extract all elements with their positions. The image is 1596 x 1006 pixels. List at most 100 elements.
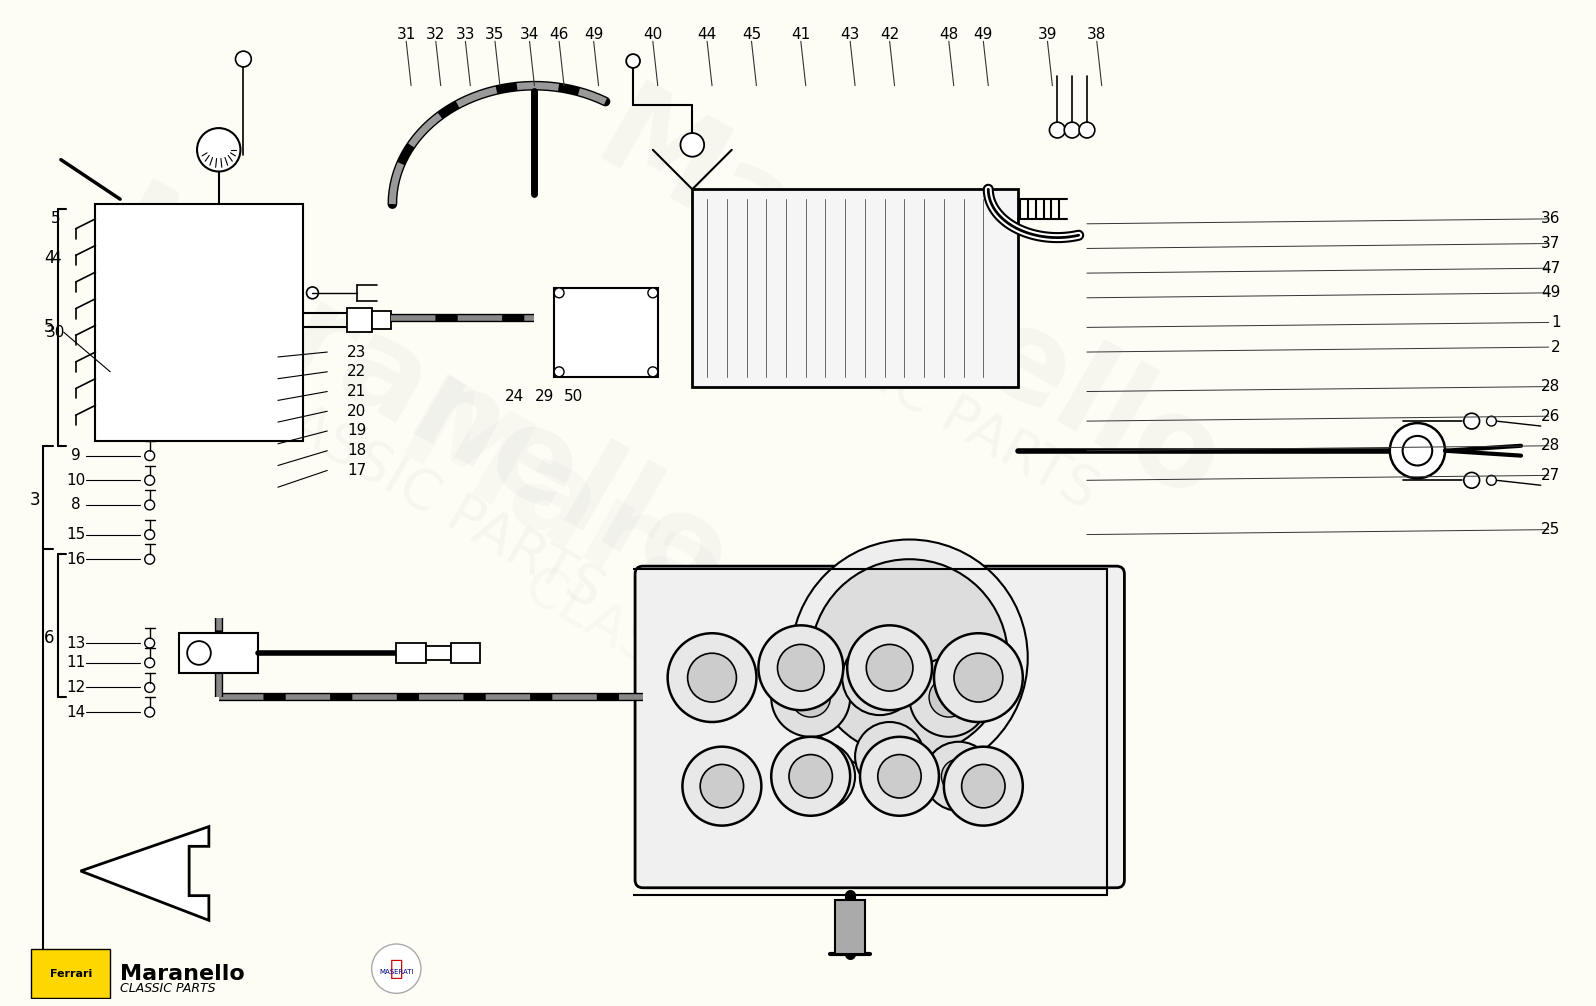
Circle shape xyxy=(860,736,938,816)
Circle shape xyxy=(648,367,658,376)
Circle shape xyxy=(626,54,640,68)
Bar xyxy=(96,204,303,441)
Circle shape xyxy=(803,759,838,794)
Text: 36: 36 xyxy=(1542,211,1561,226)
Circle shape xyxy=(873,739,907,774)
Circle shape xyxy=(196,128,241,171)
Text: 43: 43 xyxy=(841,27,860,42)
Circle shape xyxy=(145,529,155,539)
Text: 40: 40 xyxy=(643,27,662,42)
Circle shape xyxy=(847,626,932,710)
Bar xyxy=(32,949,110,998)
Circle shape xyxy=(1403,436,1432,466)
Text: 28: 28 xyxy=(1542,439,1561,454)
Text: CLASSIC PARTS: CLASSIC PARTS xyxy=(120,982,215,995)
Bar xyxy=(179,633,259,673)
Text: 23: 23 xyxy=(346,344,367,359)
Circle shape xyxy=(554,367,563,376)
Text: 35: 35 xyxy=(485,27,504,42)
Circle shape xyxy=(1065,122,1080,138)
Circle shape xyxy=(792,539,1028,777)
Circle shape xyxy=(771,736,851,816)
Text: 3: 3 xyxy=(30,491,40,509)
Text: Maranello: Maranello xyxy=(83,174,750,629)
Text: CLASSIC PARTS: CLASSIC PARTS xyxy=(712,263,1106,521)
Text: 49: 49 xyxy=(1542,286,1561,301)
Circle shape xyxy=(145,707,155,717)
Text: 34: 34 xyxy=(520,27,539,42)
Text: 17: 17 xyxy=(346,463,365,478)
Text: 20: 20 xyxy=(346,403,365,418)
Text: 21: 21 xyxy=(346,384,365,399)
Bar xyxy=(372,311,391,329)
Circle shape xyxy=(943,746,1023,826)
Text: 45: 45 xyxy=(742,27,761,42)
Bar xyxy=(346,308,372,332)
Text: 16: 16 xyxy=(65,551,85,566)
Bar xyxy=(396,643,426,663)
Text: 29: 29 xyxy=(535,389,554,404)
Circle shape xyxy=(771,658,851,736)
Bar xyxy=(693,189,1018,386)
Circle shape xyxy=(306,287,318,299)
Circle shape xyxy=(372,944,421,993)
Circle shape xyxy=(1390,424,1444,478)
Circle shape xyxy=(688,653,736,702)
Text: 22: 22 xyxy=(346,364,365,379)
Text: 46: 46 xyxy=(549,27,568,42)
Text: Maranello: Maranello xyxy=(378,371,1045,826)
Circle shape xyxy=(788,754,833,798)
Text: 🔱: 🔱 xyxy=(389,959,404,979)
Text: 6: 6 xyxy=(43,629,54,647)
Circle shape xyxy=(777,645,824,691)
Circle shape xyxy=(145,451,155,461)
Text: CLASSIC PARTS: CLASSIC PARTS xyxy=(516,558,910,817)
Circle shape xyxy=(962,765,1005,808)
Circle shape xyxy=(867,645,913,691)
Circle shape xyxy=(1050,122,1065,138)
Circle shape xyxy=(145,658,155,668)
Circle shape xyxy=(1486,476,1497,485)
Bar xyxy=(450,643,480,663)
Circle shape xyxy=(1079,122,1095,138)
Text: 10: 10 xyxy=(65,473,85,488)
Circle shape xyxy=(785,741,855,811)
Text: 25: 25 xyxy=(1542,522,1561,537)
Text: 11: 11 xyxy=(65,655,85,670)
Bar xyxy=(835,899,865,954)
Circle shape xyxy=(145,638,155,648)
Circle shape xyxy=(554,288,563,298)
Circle shape xyxy=(934,633,1023,722)
Circle shape xyxy=(878,754,921,798)
Text: 27: 27 xyxy=(1542,468,1561,483)
Circle shape xyxy=(954,653,1002,702)
Bar xyxy=(554,288,658,376)
Circle shape xyxy=(680,133,704,157)
Text: 19: 19 xyxy=(346,424,367,439)
Text: 33: 33 xyxy=(455,27,476,42)
Text: 44: 44 xyxy=(697,27,717,42)
Text: MASERATI: MASERATI xyxy=(380,969,413,975)
Text: 8: 8 xyxy=(70,498,80,512)
Text: 41: 41 xyxy=(792,27,811,42)
Text: Maranello: Maranello xyxy=(120,964,244,984)
Text: 5: 5 xyxy=(43,318,54,336)
Circle shape xyxy=(1464,413,1479,429)
Bar xyxy=(426,646,450,660)
Text: 4: 4 xyxy=(43,249,54,268)
Text: 18: 18 xyxy=(346,444,365,458)
Circle shape xyxy=(187,641,211,665)
Text: 13: 13 xyxy=(65,636,85,651)
Circle shape xyxy=(683,746,761,826)
Text: 5: 5 xyxy=(51,211,61,226)
Circle shape xyxy=(942,759,975,794)
Text: 4: 4 xyxy=(51,250,61,266)
Circle shape xyxy=(855,722,924,791)
Text: 30: 30 xyxy=(46,325,65,340)
Circle shape xyxy=(792,678,830,717)
Text: 9: 9 xyxy=(70,448,80,463)
Text: 32: 32 xyxy=(426,27,445,42)
Text: 47: 47 xyxy=(1542,261,1561,276)
Circle shape xyxy=(236,51,251,67)
Circle shape xyxy=(145,500,155,510)
